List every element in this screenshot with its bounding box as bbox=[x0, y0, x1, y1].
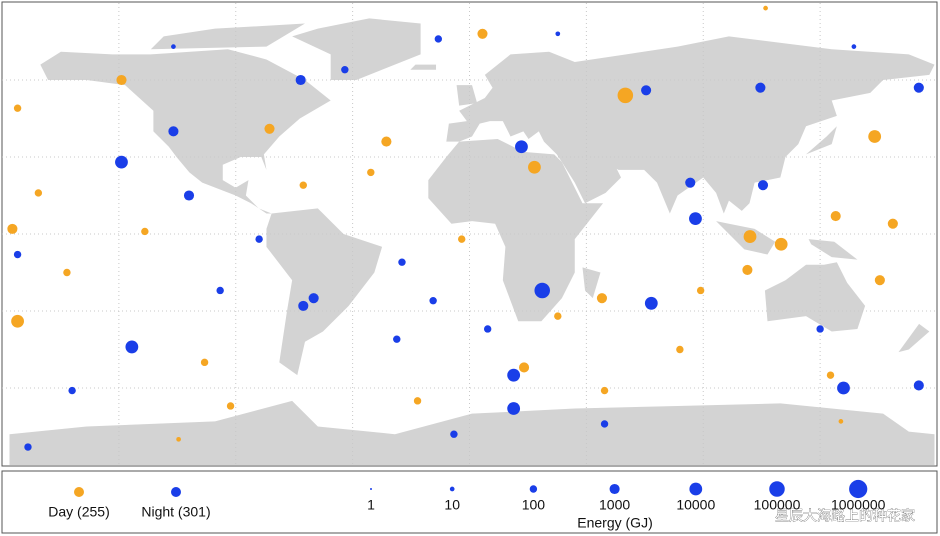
event-point bbox=[507, 402, 521, 415]
event-point bbox=[393, 335, 401, 343]
size-legend-marker bbox=[529, 485, 538, 493]
event-point bbox=[763, 5, 768, 11]
event-point bbox=[913, 82, 924, 93]
event-point bbox=[63, 268, 71, 277]
event-point bbox=[742, 264, 753, 275]
event-point bbox=[458, 235, 466, 243]
land bbox=[9, 18, 935, 466]
event-point bbox=[755, 82, 766, 93]
event-point bbox=[264, 123, 275, 134]
legend-label: Night (301) bbox=[141, 504, 210, 520]
event-point bbox=[483, 325, 492, 333]
event-point bbox=[381, 136, 392, 147]
size-legend-label: 100000 bbox=[754, 497, 801, 513]
legend-marker bbox=[74, 487, 84, 497]
size-legend-marker bbox=[689, 482, 703, 496]
event-point bbox=[413, 397, 422, 405]
event-point bbox=[518, 362, 530, 373]
event-point bbox=[216, 286, 224, 295]
event-point bbox=[641, 85, 652, 96]
event-point bbox=[141, 227, 149, 236]
watermark: 星辰大海路上的种花家 bbox=[775, 508, 915, 524]
event-point bbox=[295, 74, 306, 86]
size-legend-marker bbox=[370, 488, 372, 490]
event-point bbox=[868, 130, 882, 143]
event-point bbox=[689, 212, 702, 226]
event-point bbox=[298, 300, 309, 311]
event-point bbox=[116, 74, 127, 86]
event-point bbox=[13, 104, 22, 112]
event-point bbox=[826, 371, 835, 379]
event-point bbox=[838, 419, 844, 424]
event-point bbox=[34, 189, 43, 197]
event-point bbox=[434, 35, 443, 43]
event-point bbox=[429, 297, 437, 305]
size-legend-label: 1 bbox=[367, 497, 375, 513]
event-point bbox=[299, 181, 307, 189]
event-point bbox=[528, 160, 541, 174]
event-point bbox=[555, 31, 561, 37]
event-point bbox=[68, 386, 76, 395]
event-point bbox=[168, 126, 179, 137]
event-point bbox=[255, 235, 263, 243]
event-point bbox=[507, 368, 521, 382]
event-point bbox=[226, 402, 235, 410]
event-point bbox=[644, 296, 658, 310]
event-point bbox=[696, 286, 705, 295]
event-point bbox=[837, 381, 850, 395]
event-point bbox=[183, 190, 195, 201]
event-point bbox=[7, 223, 18, 234]
event-point bbox=[534, 282, 550, 299]
event-point bbox=[176, 436, 181, 442]
event-point bbox=[600, 420, 609, 428]
legend-label: Day (255) bbox=[48, 504, 109, 520]
size-legend-marker bbox=[609, 483, 620, 495]
size-legend-label: 1000000 bbox=[831, 497, 886, 513]
event-point bbox=[554, 312, 562, 320]
event-point bbox=[477, 28, 488, 39]
size-legend-label: 1000 bbox=[599, 497, 630, 513]
event-point bbox=[171, 44, 176, 49]
size-legend-marker bbox=[449, 486, 455, 492]
size-legend-label: 100 bbox=[522, 497, 546, 513]
legend-marker bbox=[171, 487, 181, 497]
event-point bbox=[11, 314, 24, 328]
size-legend-label: 10 bbox=[444, 497, 460, 513]
event-point bbox=[450, 430, 458, 438]
event-point bbox=[13, 250, 22, 259]
event-point bbox=[816, 325, 824, 333]
legend-frame bbox=[1, 470, 938, 534]
event-point bbox=[200, 358, 209, 367]
event-point bbox=[596, 293, 608, 304]
size-legend-label: 10000 bbox=[676, 497, 715, 513]
event-point bbox=[600, 386, 609, 395]
event-point bbox=[24, 443, 32, 451]
event-point bbox=[115, 155, 128, 169]
event-point bbox=[617, 87, 634, 104]
event-point bbox=[774, 237, 788, 251]
size-legend-marker bbox=[849, 479, 868, 499]
event-point bbox=[887, 218, 898, 229]
event-point bbox=[676, 345, 684, 354]
event-point bbox=[125, 340, 139, 354]
event-point bbox=[743, 230, 757, 243]
event-point bbox=[830, 210, 841, 222]
size-legend-marker bbox=[769, 481, 785, 497]
event-point bbox=[851, 44, 857, 49]
event-point bbox=[515, 140, 528, 154]
event-point bbox=[367, 168, 375, 177]
event-point bbox=[341, 66, 349, 74]
event-point bbox=[685, 177, 696, 188]
event-point bbox=[398, 258, 406, 266]
event-point bbox=[757, 180, 769, 191]
event-point bbox=[308, 293, 319, 304]
size-legend-title: Energy (GJ) bbox=[577, 515, 652, 531]
event-point bbox=[913, 380, 924, 391]
event-point bbox=[874, 275, 885, 286]
